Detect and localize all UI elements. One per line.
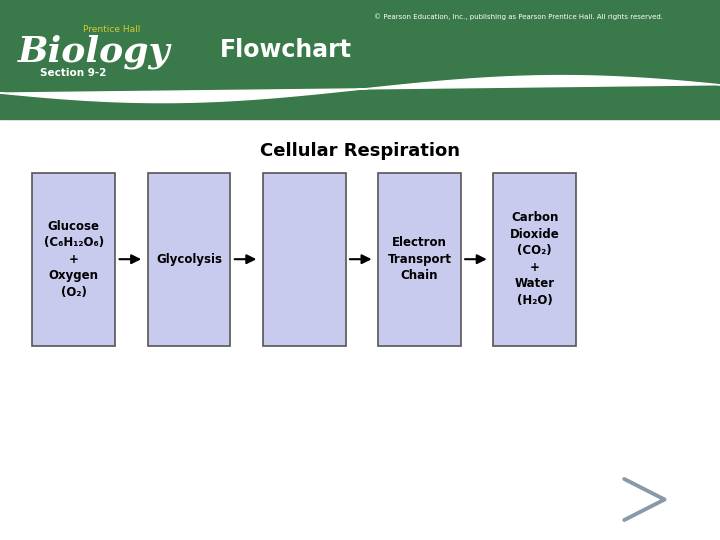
FancyBboxPatch shape bbox=[378, 173, 461, 346]
Text: Biology: Biology bbox=[18, 34, 171, 69]
FancyBboxPatch shape bbox=[0, 0, 720, 119]
Text: © Pearson Education, Inc., publishing as Pearson Prentice Hall. All rights reser: © Pearson Education, Inc., publishing as… bbox=[374, 14, 663, 20]
FancyBboxPatch shape bbox=[263, 173, 346, 346]
FancyBboxPatch shape bbox=[32, 173, 115, 346]
Polygon shape bbox=[0, 103, 720, 119]
Text: Cellular Respiration: Cellular Respiration bbox=[260, 142, 460, 160]
Text: Glucose
(C₆H₁₂O₆)
+
Oxygen
(O₂): Glucose (C₆H₁₂O₆) + Oxygen (O₂) bbox=[44, 220, 104, 299]
Text: Prentice Hall: Prentice Hall bbox=[83, 25, 140, 34]
FancyBboxPatch shape bbox=[148, 173, 230, 346]
Text: Flowchart: Flowchart bbox=[220, 38, 351, 62]
Text: Electron
Transport
Chain: Electron Transport Chain bbox=[387, 236, 451, 282]
Text: Section 9-2: Section 9-2 bbox=[40, 68, 106, 78]
Text: Glycolysis: Glycolysis bbox=[156, 253, 222, 266]
FancyBboxPatch shape bbox=[493, 173, 576, 346]
Polygon shape bbox=[0, 76, 720, 103]
Text: Carbon
Dioxide
(CO₂)
+
Water
(H₂O): Carbon Dioxide (CO₂) + Water (H₂O) bbox=[510, 212, 559, 307]
